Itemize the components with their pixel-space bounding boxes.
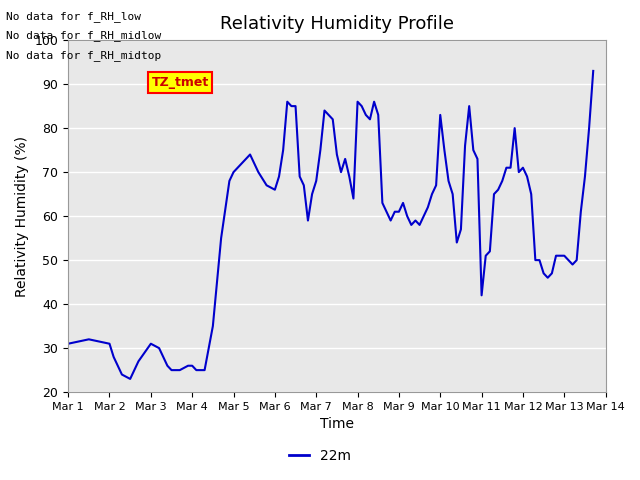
- Text: No data for f_RH_low: No data for f_RH_low: [6, 11, 141, 22]
- Y-axis label: Relativity Humidity (%): Relativity Humidity (%): [15, 136, 29, 297]
- Text: TZ_tmet: TZ_tmet: [152, 76, 209, 89]
- Text: No data for f_RH_midlow: No data for f_RH_midlow: [6, 30, 162, 41]
- Legend: 22m: 22m: [283, 443, 357, 468]
- Title: Relativity Humidity Profile: Relativity Humidity Profile: [220, 15, 454, 33]
- X-axis label: Time: Time: [320, 418, 354, 432]
- Text: No data for f_RH_midtop: No data for f_RH_midtop: [6, 49, 162, 60]
